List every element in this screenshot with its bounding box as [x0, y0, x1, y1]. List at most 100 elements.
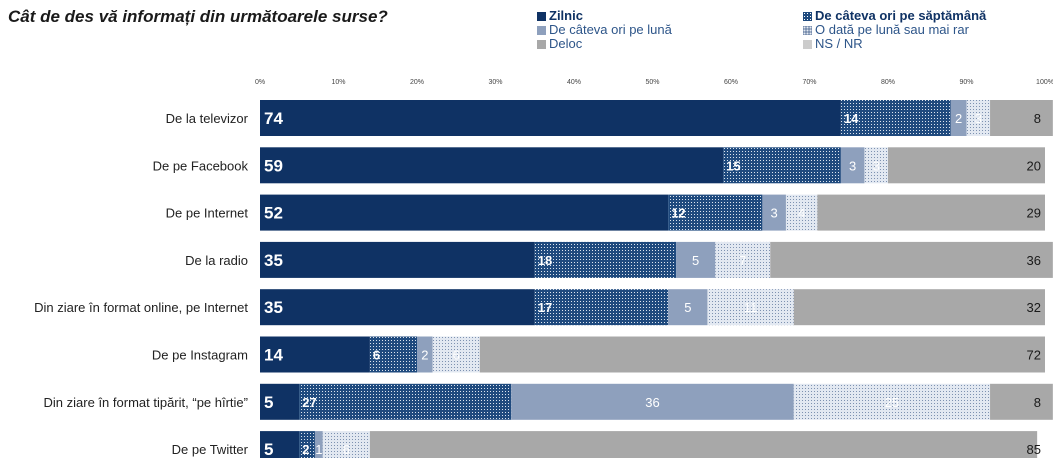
bar-zilnic-de-la-radio — [260, 241, 535, 278]
x-tick-label: 70% — [802, 79, 816, 86]
value-label-o-data-pe-luna-sau-mai-rar: 25 — [885, 395, 899, 410]
value-label-o-data-pe-luna-sau-mai-rar: 3 — [975, 111, 982, 126]
bar-de-cateva-ori-pe-saptamana-de-pe-facebook — [723, 147, 841, 184]
x-tick-label: 50% — [645, 79, 659, 86]
value-label-o-data-pe-luna-sau-mai-rar: 11 — [744, 300, 758, 315]
value-label-de-cateva-ori-pe-luna: 1 — [315, 442, 322, 457]
bar-de-cateva-ori-pe-saptamana-de-pe-instagram — [369, 336, 417, 373]
legend-item-de-cateva-ori-pe-luna: De câteva ori pe lună — [537, 23, 672, 37]
legend-swatch-deloc — [537, 40, 546, 49]
bar-de-cateva-ori-pe-luna-din-ziare-in-format-tiparit-pe-hirtie — [511, 383, 794, 420]
bar-o-data-pe-luna-sau-mai-rar-de-pe-internet — [785, 194, 818, 231]
value-label-de-cateva-ori-pe-luna: 5 — [684, 300, 691, 315]
bar-de-cateva-ori-pe-luna-de-pe-internet — [762, 194, 786, 231]
category-label-de-pe-instagram: De pe Instagram — [152, 348, 248, 363]
value-label-de-cateva-ori-pe-saptamana: 14 — [844, 111, 859, 126]
value-label-zilnic: 59 — [264, 156, 283, 175]
bar-de-cateva-ori-pe-luna-din-ziare-in-format-online-pe-internet — [668, 289, 708, 326]
x-tick-label: 10% — [331, 79, 345, 86]
x-tick-label: 40% — [567, 79, 581, 86]
bar-de-cateva-ori-pe-luna-de-pe-twitter — [314, 431, 323, 458]
legend-label-ns-nr: NS / NR — [815, 36, 863, 51]
value-label-zilnic: 5 — [264, 393, 273, 412]
bar-zilnic-de-pe-twitter — [260, 431, 300, 458]
bar-o-data-pe-luna-sau-mai-rar-din-ziare-in-format-online-pe-internet — [707, 289, 794, 326]
value-label-de-cateva-ori-pe-saptamana: 6 — [373, 348, 380, 363]
value-label-de-cateva-ori-pe-luna: 2 — [421, 348, 428, 363]
legend-item-de-cateva-ori-pe-saptamana: De câteva ori pe săptămână — [803, 9, 986, 23]
legend-item-o-data-pe-luna-sau-mai-rar: O dată pe lună sau mai rar — [803, 23, 969, 37]
bar-o-data-pe-luna-sau-mai-rar-de-pe-facebook — [864, 147, 888, 184]
value-label-o-data-pe-luna-sau-mai-rar: 6 — [453, 348, 460, 363]
chart-title: Cât de des vă informați din următoarele … — [8, 7, 388, 26]
legend-swatch-ns-nr — [803, 40, 812, 49]
x-tick-label: 60% — [724, 79, 738, 86]
value-label-de-cateva-ori-pe-saptamana: 27 — [302, 395, 316, 410]
bar-de-cateva-ori-pe-saptamana-de-pe-twitter — [299, 431, 315, 458]
category-label-de-pe-internet: De pe Internet — [166, 206, 249, 221]
value-label-de-cateva-ori-pe-luna: 5 — [692, 253, 699, 268]
bar-deloc-de-pe-instagram — [479, 336, 1045, 373]
legend-swatch-o-data-pe-luna-sau-mai-rar — [803, 26, 812, 35]
x-tick-label: 80% — [881, 79, 895, 86]
category-labels: De la televizor De pe Facebook De pe Inter… — [34, 111, 249, 457]
bar-de-cateva-ori-pe-saptamana-de-la-radio — [534, 241, 677, 278]
bar-zilnic-de-pe-internet — [260, 194, 669, 231]
value-label-zilnic: 14 — [264, 346, 283, 365]
bar-o-data-pe-luna-sau-mai-rar-de-la-radio — [715, 241, 771, 278]
value-label-o-data-pe-luna-sau-mai-rar: 4 — [798, 206, 805, 221]
value-label-zilnic: 5 — [264, 440, 273, 458]
value-label-de-cateva-ori-pe-saptamana: 17 — [538, 300, 552, 315]
legend-swatch-zilnic — [537, 12, 546, 21]
x-tick-label: 0% — [255, 79, 265, 86]
bar-zilnic-din-ziare-in-format-online-pe-internet — [260, 289, 535, 326]
value-label-o-data-pe-luna-sau-mai-rar: 6 — [343, 442, 350, 457]
bar-de-cateva-ori-pe-luna-de-la-televizor — [950, 100, 967, 136]
legend-label-o-data-pe-luna-sau-mai-rar: O dată pe lună sau mai rar — [815, 22, 969, 37]
value-label-o-data-pe-luna-sau-mai-rar: 3 — [873, 158, 880, 173]
value-label-de-cateva-ori-pe-saptamana: 18 — [538, 253, 552, 268]
x-tick-label: 20% — [410, 79, 424, 86]
value-label-de-cateva-ori-pe-saptamana: 15 — [726, 158, 740, 173]
bar-deloc-de-pe-facebook — [888, 147, 1045, 184]
bar-de-cateva-ori-pe-luna-de-la-radio — [676, 241, 716, 278]
category-label-de-la-radio: De la radio — [185, 253, 248, 268]
bar-de-cateva-ori-pe-saptamana-din-ziare-in-format-online-pe-internet — [534, 289, 669, 326]
legend-item-zilnic: Zilnic — [537, 9, 583, 23]
category-label-din-ziare-in-format-online-pe-internet: Din ziare în format online, pe Internet — [34, 300, 248, 315]
value-label-deloc: 72 — [1027, 348, 1041, 363]
legend-label-de-cateva-ori-pe-saptamana: De câteva ori pe săptămână — [815, 8, 987, 23]
value-label-de-cateva-ori-pe-saptamana: 2 — [302, 442, 309, 457]
bar-o-data-pe-luna-sau-mai-rar-de-pe-twitter — [322, 431, 370, 458]
x-tick-label: 30% — [488, 79, 502, 86]
value-label-zilnic: 35 — [264, 298, 283, 317]
legend-label-deloc: Deloc — [549, 36, 583, 51]
legend-label-zilnic: Zilnic — [549, 8, 583, 23]
legend-item-deloc: Deloc — [537, 37, 582, 51]
bar-de-cateva-ori-pe-luna-de-pe-facebook — [840, 147, 865, 184]
value-label-deloc: 8 — [1034, 395, 1041, 410]
category-label-de-pe-facebook: De pe Facebook — [153, 158, 249, 173]
value-label-zilnic: 35 — [264, 251, 283, 270]
value-label-de-cateva-ori-pe-luna: 3 — [849, 158, 856, 173]
bar-deloc-din-ziare-in-format-tiparit-pe-hirtie — [990, 383, 1053, 420]
x-tick-label: 90% — [959, 79, 973, 86]
bar-de-cateva-ori-pe-saptamana-de-pe-internet — [668, 194, 763, 231]
bar-o-data-pe-luna-sau-mai-rar-de-la-televizor — [966, 100, 991, 136]
bar-zilnic-din-ziare-in-format-tiparit-pe-hirtie — [260, 383, 300, 420]
bar-deloc-din-ziare-in-format-online-pe-internet — [793, 289, 1045, 326]
value-label-de-cateva-ori-pe-luna: 36 — [645, 395, 659, 410]
bar-zilnic-de-la-televizor — [260, 100, 841, 136]
value-label-zilnic: 52 — [264, 204, 283, 223]
category-label-din-ziare-in-format-tiparit-pe-hirtie: Din ziare în format tipărit, “pe hîrtie” — [44, 395, 248, 410]
bars — [260, 100, 1053, 458]
bar-deloc-de-la-radio — [770, 241, 1053, 278]
x-tick-label: 100% — [1036, 79, 1053, 86]
value-label-deloc: 36 — [1027, 253, 1041, 268]
value-label-deloc: 32 — [1027, 300, 1041, 315]
value-label-o-data-pe-luna-sau-mai-rar: 7 — [739, 253, 746, 268]
value-label-deloc: 8 — [1034, 111, 1041, 126]
bar-deloc-de-la-televizor — [990, 100, 1053, 136]
